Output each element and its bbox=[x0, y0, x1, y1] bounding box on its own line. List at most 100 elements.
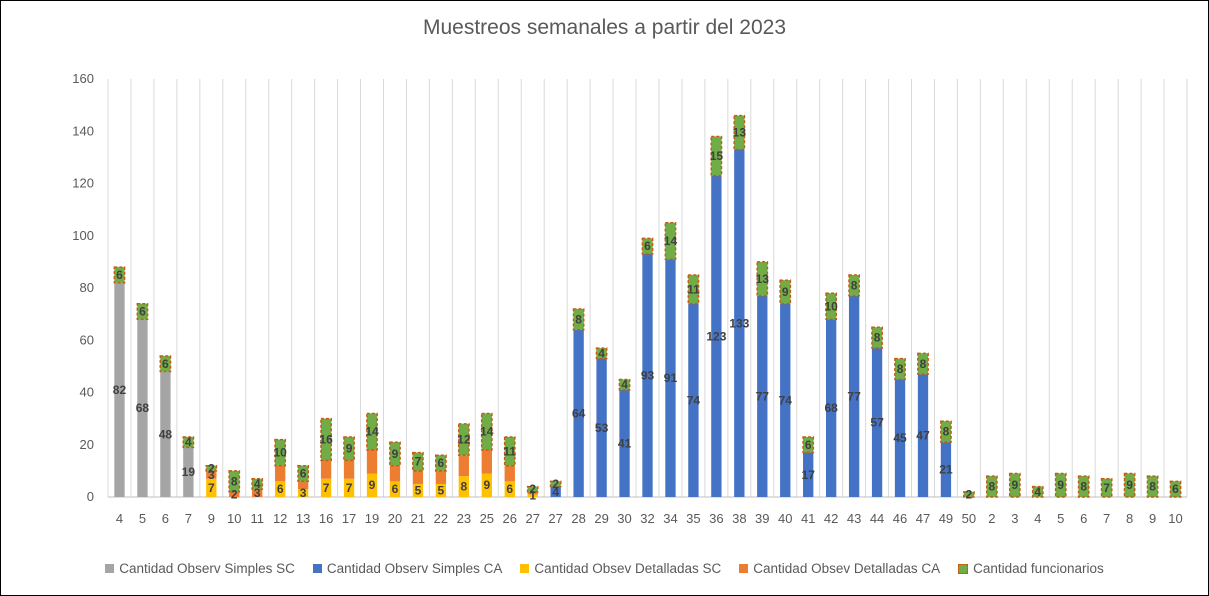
bar-segment bbox=[848, 274, 860, 297]
x-tick-label: 5 bbox=[1057, 511, 1064, 526]
y-tick-label: 80 bbox=[80, 280, 94, 295]
x-tick-label: 26 bbox=[503, 511, 517, 526]
data-label: 14 bbox=[664, 234, 678, 248]
data-label: 8 bbox=[1080, 480, 1087, 494]
data-label: 68 bbox=[824, 401, 838, 415]
x-tick-label: 40 bbox=[778, 511, 792, 526]
bar-segment bbox=[595, 347, 608, 360]
x-tick-label: 10 bbox=[1168, 511, 1182, 526]
bar-segment bbox=[688, 303, 699, 497]
bar-segment bbox=[917, 374, 929, 497]
data-label: 17 bbox=[802, 468, 816, 482]
x-tick-label: 23 bbox=[457, 511, 471, 526]
bar-segment bbox=[641, 237, 654, 255]
bar-segment bbox=[137, 319, 148, 497]
data-label: 7 bbox=[415, 455, 422, 469]
legend-swatch bbox=[520, 564, 530, 573]
bar-segment bbox=[252, 489, 263, 497]
data-label: 2 bbox=[208, 461, 215, 475]
legend-swatch bbox=[739, 564, 749, 573]
data-label: 2 bbox=[966, 487, 973, 501]
data-label: 8 bbox=[943, 425, 950, 439]
bar-segment bbox=[618, 378, 631, 391]
bar-segment bbox=[687, 274, 700, 305]
bar-segment bbox=[113, 266, 126, 284]
bar-segment bbox=[297, 464, 310, 483]
data-label: 74 bbox=[779, 393, 793, 407]
data-label: 10 bbox=[824, 299, 838, 313]
data-label: 9 bbox=[346, 442, 353, 456]
bar-segment bbox=[803, 452, 814, 497]
data-label: 7 bbox=[323, 481, 330, 495]
x-tick-label: 27 bbox=[525, 511, 539, 526]
x-tick-label: 29 bbox=[594, 511, 608, 526]
x-tick-label: 27 bbox=[548, 511, 562, 526]
bar-segment bbox=[228, 470, 241, 493]
data-label: 3 bbox=[300, 486, 307, 500]
data-label: 6 bbox=[805, 438, 812, 452]
data-label: 14 bbox=[365, 425, 379, 439]
data-label: 6 bbox=[277, 482, 284, 496]
data-label: 6 bbox=[116, 268, 123, 282]
bar-segment bbox=[435, 470, 447, 484]
bar-segment bbox=[205, 464, 218, 472]
data-label: 91 bbox=[664, 371, 678, 385]
bar-segment bbox=[894, 357, 906, 381]
data-label: 6 bbox=[162, 357, 169, 371]
x-tick-label: 6 bbox=[1080, 511, 1087, 526]
bar-segment bbox=[274, 438, 287, 467]
data-label: 8 bbox=[874, 331, 881, 345]
x-tick-label: 9 bbox=[1149, 511, 1156, 526]
bar-segment bbox=[1008, 472, 1021, 498]
data-label: 16 bbox=[319, 433, 333, 447]
data-label: 3 bbox=[254, 486, 261, 500]
bar-segment bbox=[481, 473, 492, 497]
x-tick-label: 21 bbox=[411, 511, 425, 526]
bar-segment bbox=[1169, 480, 1182, 498]
bar-segment bbox=[458, 455, 470, 477]
bar-segment bbox=[297, 481, 309, 490]
x-tick-label: 42 bbox=[824, 511, 838, 526]
bar-segment bbox=[664, 221, 677, 260]
data-label: 41 bbox=[618, 436, 632, 450]
data-label: 74 bbox=[687, 393, 701, 407]
bar-segment bbox=[275, 465, 286, 482]
data-label: 5 bbox=[438, 483, 445, 497]
x-tick-label: 6 bbox=[162, 511, 169, 526]
data-label: 4 bbox=[1034, 485, 1041, 499]
bar-segment bbox=[412, 483, 424, 497]
legend-label: Cantidad Obsev Detalladas SC bbox=[534, 561, 722, 576]
legend-label: Cantidad Observ Simples CA bbox=[326, 561, 503, 576]
data-label: 77 bbox=[847, 389, 861, 403]
bar-segment bbox=[229, 491, 240, 497]
bar-segment bbox=[572, 308, 585, 331]
bar-segment bbox=[665, 259, 676, 497]
y-tick-label: 100 bbox=[72, 228, 94, 243]
x-tick-label: 16 bbox=[319, 511, 333, 526]
data-label: 5 bbox=[415, 483, 422, 497]
legend-item: Cantidad Obsev Detalladas SC bbox=[520, 561, 721, 576]
data-label: 9 bbox=[782, 285, 789, 299]
x-tick-label: 46 bbox=[893, 511, 907, 526]
data-label: 15 bbox=[710, 149, 724, 163]
data-label: 10 bbox=[274, 446, 288, 460]
y-tick-label: 160 bbox=[72, 71, 94, 86]
bar-segment bbox=[802, 436, 815, 454]
x-tick-label: 5 bbox=[139, 511, 146, 526]
bar-segment bbox=[343, 460, 355, 479]
bar-segment bbox=[940, 420, 952, 443]
x-tick-label: 13 bbox=[296, 511, 310, 526]
bar-segment bbox=[503, 436, 516, 467]
bar-segment bbox=[573, 329, 584, 497]
x-tick-label: 49 bbox=[939, 511, 953, 526]
data-label: 8 bbox=[1149, 480, 1156, 494]
bar-segment bbox=[320, 460, 332, 479]
legend-item: Cantidad Observ Simples SC bbox=[105, 561, 295, 576]
data-label: 8 bbox=[897, 362, 904, 376]
data-label: 57 bbox=[870, 416, 884, 430]
data-label: 6 bbox=[139, 305, 146, 319]
data-label: 3 bbox=[208, 468, 215, 482]
x-tick-label: 11 bbox=[250, 511, 264, 526]
x-tick-label: 28 bbox=[571, 511, 585, 526]
x-tick-label: 17 bbox=[342, 511, 356, 526]
